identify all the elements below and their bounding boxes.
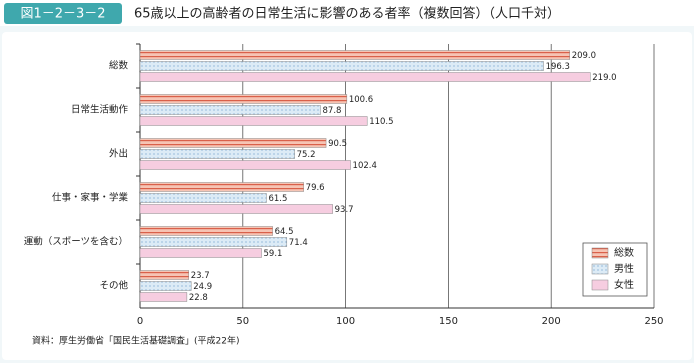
legend-swatch bbox=[591, 279, 609, 291]
x-tick-label: 150 bbox=[439, 316, 458, 327]
value-label: 90.5 bbox=[328, 139, 347, 149]
legend-swatch bbox=[591, 263, 609, 275]
x-tick-label: 200 bbox=[542, 316, 561, 327]
value-label: 219.0 bbox=[592, 73, 616, 83]
bar bbox=[139, 182, 304, 192]
bar bbox=[139, 149, 295, 159]
value-label: 59.1 bbox=[264, 249, 283, 259]
legend-swatch bbox=[591, 247, 609, 259]
bar bbox=[139, 281, 192, 291]
bar bbox=[139, 116, 368, 126]
value-label: 196.3 bbox=[546, 62, 570, 72]
legend-label: 女性 bbox=[614, 278, 634, 291]
value-label: 110.5 bbox=[369, 117, 393, 127]
value-label: 61.5 bbox=[268, 194, 287, 204]
value-label: 93.7 bbox=[335, 205, 354, 215]
y-tick-label: その他 bbox=[99, 280, 128, 292]
bar bbox=[139, 226, 273, 236]
value-label: 64.5 bbox=[275, 227, 294, 237]
x-tick-label: 0 bbox=[137, 316, 143, 327]
figure-label-box bbox=[4, 3, 122, 24]
chart-title: 65歳以上の高齢者の日常生活に影響のある者率（複数回答）（人口千対） bbox=[134, 6, 560, 22]
figure-label: 図1－2－3－2 bbox=[20, 7, 105, 22]
y-tick-label: 外出 bbox=[109, 148, 128, 160]
x-tick-label: 250 bbox=[644, 316, 663, 327]
bar bbox=[139, 237, 288, 247]
value-label: 100.6 bbox=[349, 95, 373, 105]
bar bbox=[139, 138, 327, 148]
x-tick-label: 100 bbox=[336, 316, 355, 327]
bar bbox=[139, 61, 544, 71]
bar bbox=[139, 193, 267, 203]
source-note: 資料：厚生労働省「国民生活基礎調査」(平成22年) bbox=[32, 335, 239, 347]
value-label: 22.8 bbox=[189, 293, 208, 303]
y-tick-label: 運動（スポーツを含む） bbox=[24, 236, 128, 248]
bar bbox=[139, 105, 321, 115]
value-label: 87.8 bbox=[323, 106, 342, 116]
legend-label: 男性 bbox=[614, 262, 634, 275]
value-label: 71.4 bbox=[289, 238, 308, 248]
legend-label: 総数 bbox=[614, 246, 634, 259]
value-label: 102.4 bbox=[353, 161, 377, 171]
value-label: 23.7 bbox=[191, 271, 210, 281]
bar bbox=[139, 160, 351, 170]
bar bbox=[139, 292, 188, 302]
x-tick-label: 50 bbox=[236, 316, 249, 327]
value-label: 24.9 bbox=[193, 282, 212, 292]
y-tick-label: 日常生活動作 bbox=[71, 104, 129, 116]
value-label: 79.6 bbox=[306, 183, 325, 193]
bar bbox=[139, 94, 348, 104]
bar bbox=[139, 204, 333, 214]
bar bbox=[139, 50, 570, 60]
y-tick-label: 仕事・家事・学業 bbox=[52, 192, 129, 204]
y-tick-label: 総数 bbox=[109, 60, 129, 72]
value-label: 75.2 bbox=[297, 150, 316, 160]
value-label: 209.0 bbox=[572, 51, 596, 61]
bar bbox=[139, 72, 591, 82]
bar bbox=[139, 270, 189, 280]
bar bbox=[139, 248, 262, 258]
